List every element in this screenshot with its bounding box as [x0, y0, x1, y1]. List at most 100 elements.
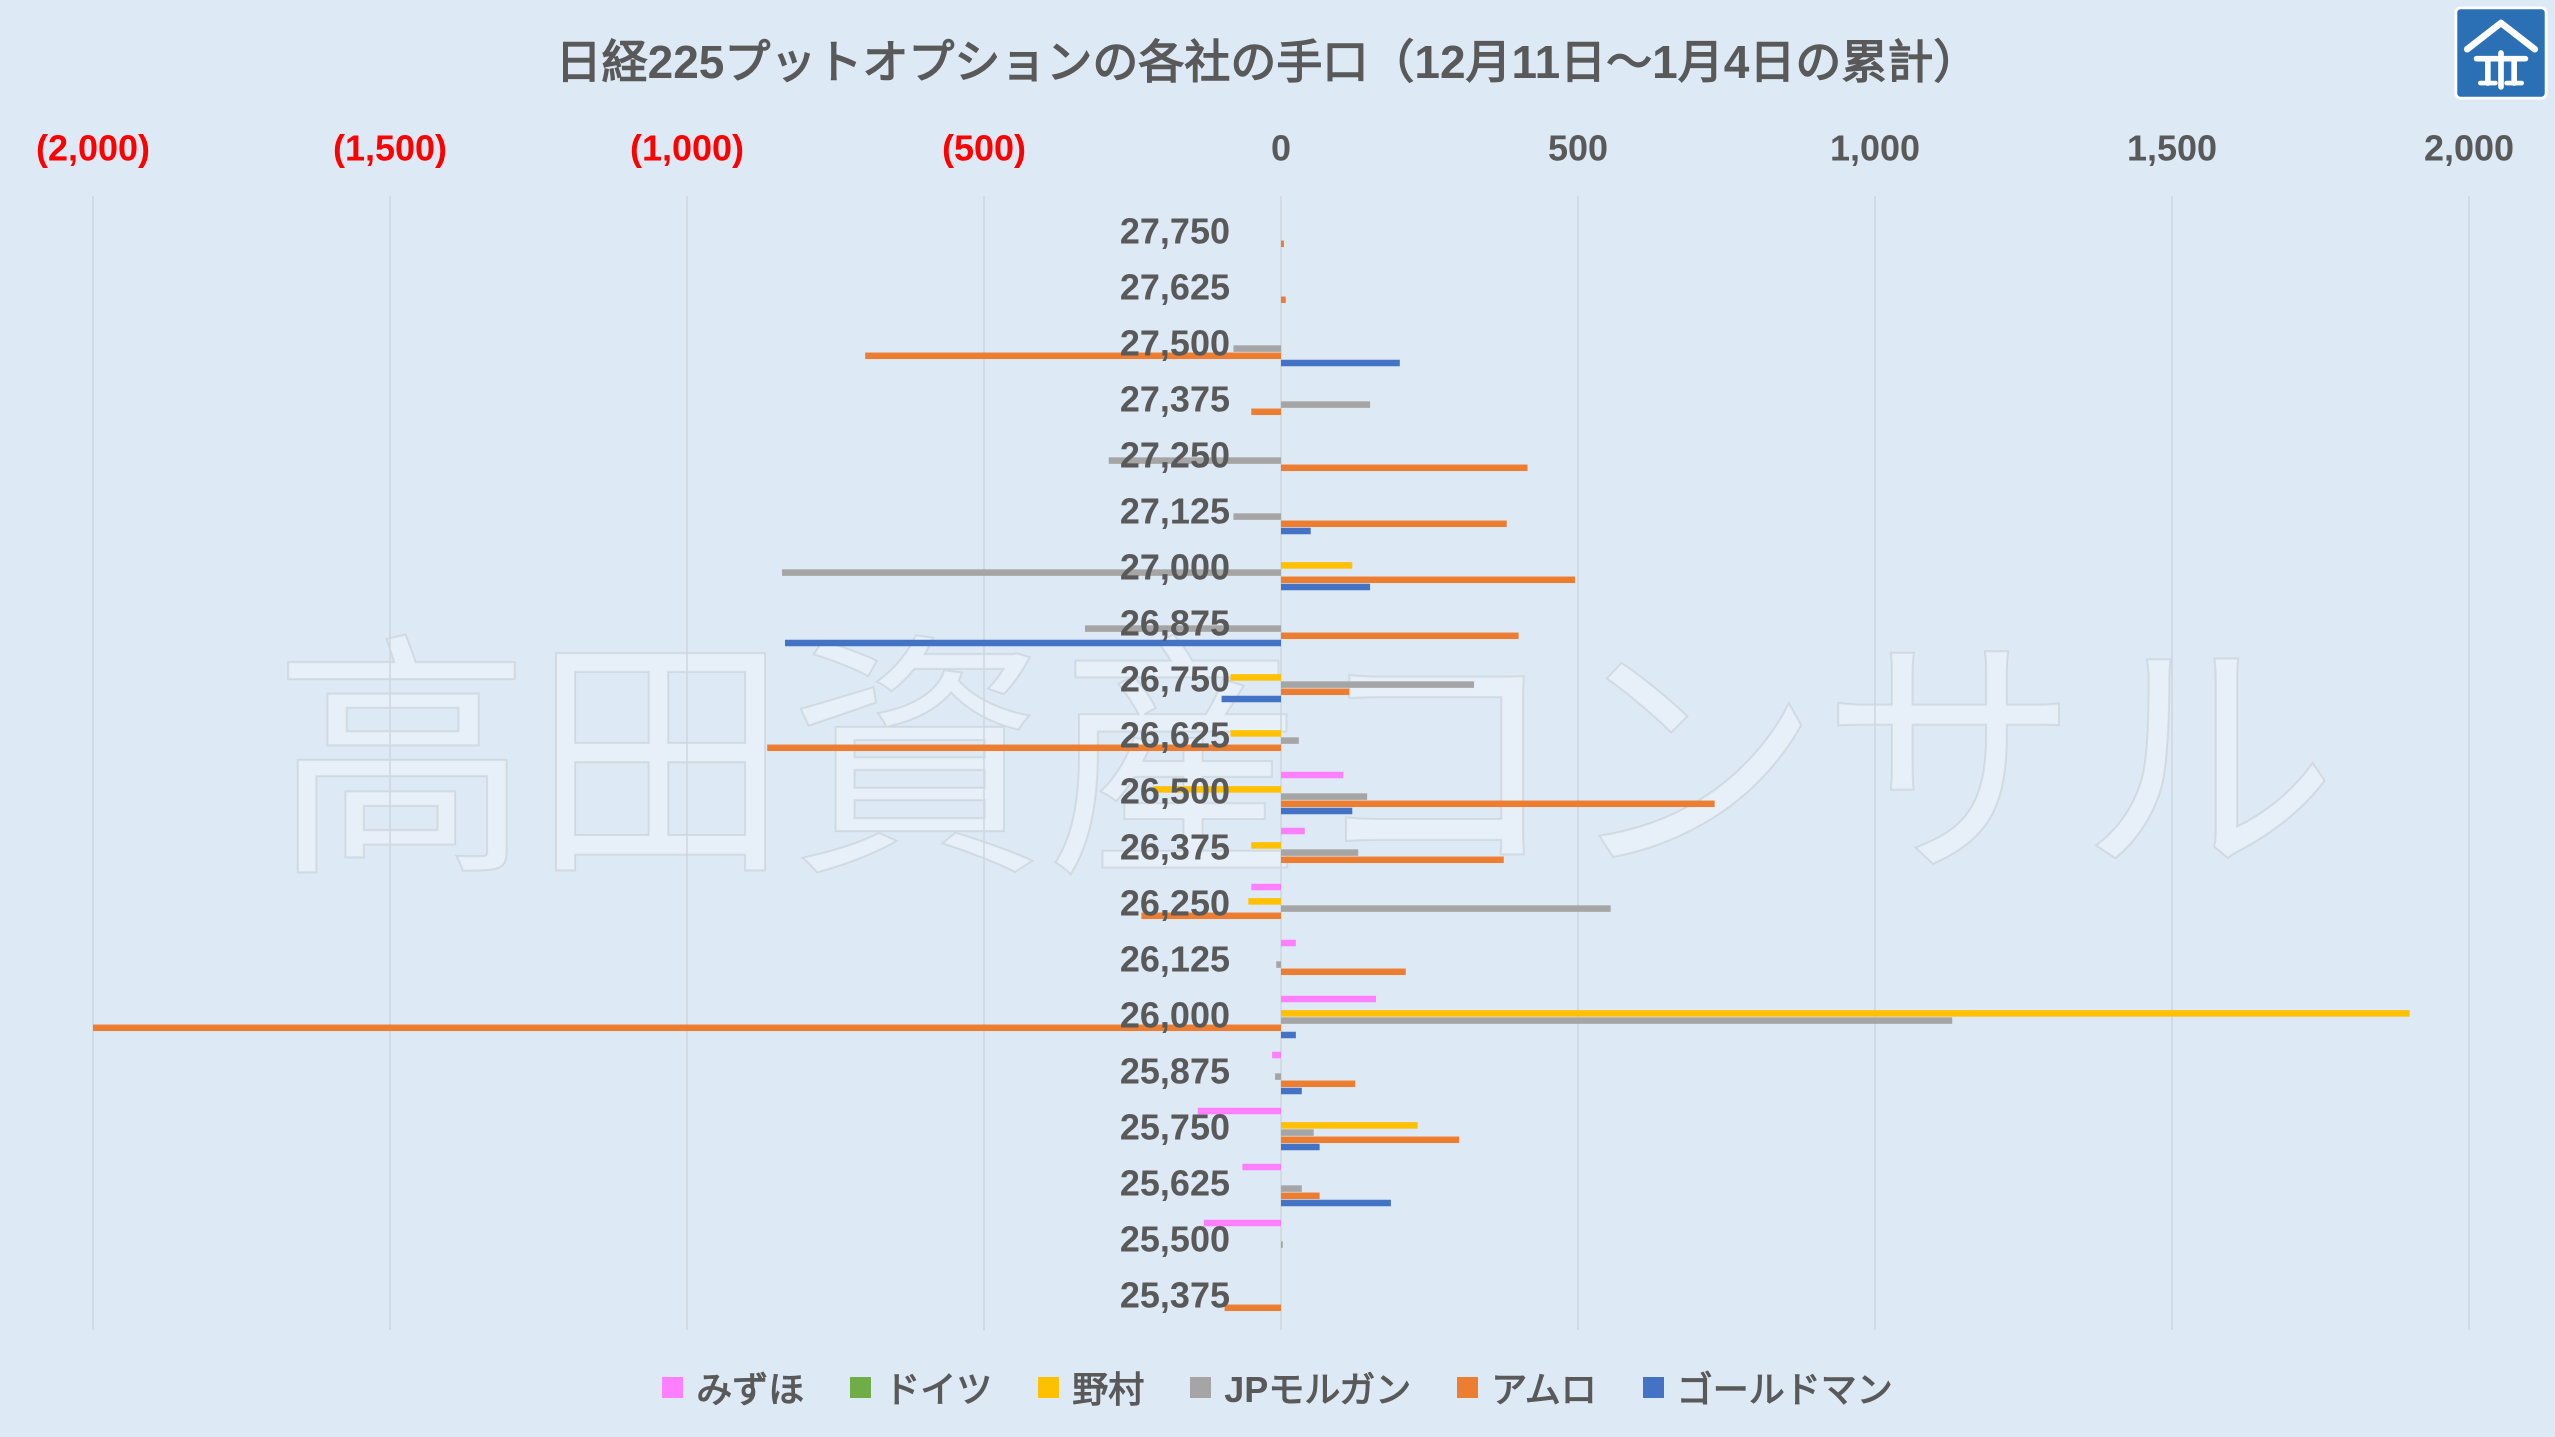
- bar-jpmorgan-26875: [1084, 625, 1281, 632]
- x-tick-label-1: (1,500): [333, 128, 447, 169]
- bar-amuro-27625: [1281, 296, 1286, 304]
- category-label-25625: 25,625: [1120, 1163, 1230, 1204]
- category-label-26000: 26,000: [1120, 995, 1230, 1036]
- bar-goldman-26000: [1281, 1031, 1296, 1039]
- category-label-26750: 26,750: [1120, 659, 1230, 700]
- bars: [93, 240, 2410, 1312]
- bar-goldman-27125: [1281, 527, 1311, 535]
- x-tick-label-5: 500: [1548, 128, 1608, 169]
- bar-mizuho-25750: [1197, 1107, 1281, 1115]
- category-label-27000: 27,000: [1120, 547, 1230, 588]
- bar-mizuho-26000: [1281, 995, 1377, 1003]
- legend-label-amuro: アムロ: [1491, 1369, 1597, 1410]
- bar-mizuho-25875: [1272, 1051, 1281, 1059]
- bar-amuro-25375: [1224, 1304, 1281, 1312]
- bar-goldman-26750: [1221, 695, 1281, 703]
- x-tick-label-7: 1,500: [2127, 128, 2217, 169]
- category-label-26125: 26,125: [1120, 939, 1230, 980]
- bar-amuro-26750: [1281, 688, 1350, 696]
- category-label-25375: 25,375: [1120, 1275, 1230, 1316]
- bar-jpmorgan-26250: [1281, 905, 1611, 912]
- bar-amuro-26250: [1141, 912, 1281, 920]
- legend-swatch-goldman: [1642, 1376, 1664, 1398]
- legend-swatch-nomura: [1038, 1376, 1060, 1398]
- bar-jpmorgan-26125: [1276, 961, 1281, 968]
- category-label-25500: 25,500: [1120, 1219, 1230, 1260]
- bar-amuro-27125: [1281, 520, 1507, 528]
- legend-item-goldman: ゴールドマン: [1642, 1361, 1893, 1413]
- legend-swatch-jpmorgan: [1190, 1376, 1212, 1398]
- x-tick-label-0: (2,000): [36, 128, 150, 169]
- gridlines: [92, 196, 2470, 1330]
- bar-jpmorgan-25750: [1281, 1129, 1314, 1136]
- bar-mizuho-26375: [1281, 827, 1305, 835]
- category-label-27625: 27,625: [1120, 267, 1230, 308]
- bar-jpmorgan-27500: [1233, 345, 1281, 352]
- category-label-27500: 27,500: [1120, 323, 1230, 364]
- legend-label-mizuho: みずほ: [696, 1369, 805, 1410]
- bar-goldman-25875: [1281, 1087, 1302, 1095]
- legend-swatch-mizuho: [662, 1376, 684, 1398]
- bar-mizuho-25500: [1203, 1219, 1281, 1227]
- bar-jpmorgan-26000: [1281, 1017, 1953, 1024]
- bar-jpmorgan-26750: [1281, 681, 1475, 688]
- bar-amuro-27000: [1281, 576, 1576, 584]
- bar-mizuho-25625: [1242, 1163, 1281, 1171]
- bar-amuro-26875: [1281, 632, 1519, 640]
- category-label-27125: 27,125: [1120, 491, 1230, 532]
- category-label-26625: 26,625: [1120, 715, 1230, 756]
- x-tick-label-3: (500): [942, 128, 1026, 169]
- bar-amuro-27750: [1281, 240, 1284, 248]
- bar-jpmorgan-26375: [1281, 849, 1359, 856]
- x-tick-label-8: 2,000: [2424, 128, 2514, 169]
- x-tick-label-6: 1,000: [1830, 128, 1920, 169]
- bar-amuro-26500: [1281, 800, 1715, 808]
- category-label-26875: 26,875: [1120, 603, 1230, 644]
- legend-item-jpmorgan: JPモルガン: [1190, 1361, 1411, 1413]
- bar-amuro-27375: [1251, 408, 1281, 416]
- category-axis-labels: 27,750 27,625 27,500 27,375 27,250 27,125 27,0…: [1120, 211, 1230, 1316]
- bar-jpmorgan-25500: [1281, 1241, 1283, 1248]
- bar-goldman-25750: [1281, 1143, 1320, 1151]
- bar-amuro-25750: [1281, 1136, 1460, 1144]
- bar-nomura-26000: [1281, 1010, 2410, 1017]
- bar-amuro-26000: [93, 1024, 1281, 1032]
- category-label-27375: 27,375: [1120, 379, 1230, 420]
- category-label-26250: 26,250: [1120, 883, 1230, 924]
- legend-item-nomura: 野村: [1038, 1361, 1144, 1413]
- bar-jpmorgan-27375: [1281, 401, 1371, 408]
- legend: みずほ ドイツ 野村 JPモルガン アムロ ゴールドマン: [0, 1365, 2555, 1410]
- bar-nomura-26750: [1230, 674, 1281, 681]
- bar-amuro-25875: [1281, 1080, 1356, 1088]
- bar-jpmorgan-25625: [1281, 1185, 1302, 1192]
- bar-jpmorgan-26500: [1281, 793, 1368, 800]
- bar-nomura-26500: [1153, 786, 1281, 793]
- bar-nomura-27000: [1281, 562, 1353, 569]
- bar-mizuho-26250: [1251, 883, 1281, 891]
- bar-goldman-26500: [1281, 807, 1353, 815]
- house-emblem-logo-icon: [2454, 6, 2548, 100]
- bar-nomura-25750: [1281, 1122, 1418, 1129]
- x-axis-tick-labels: (2,000) (1,500) (1,000) (500) 0 500 1,000 1,500…: [36, 128, 2514, 169]
- category-label-27750: 27,750: [1120, 211, 1230, 252]
- bar-goldman-27500: [1281, 359, 1400, 367]
- bar-goldman-25625: [1281, 1199, 1391, 1207]
- bar-amuro-27500: [865, 352, 1281, 360]
- bar-mizuho-26500: [1281, 771, 1344, 779]
- bar-amuro-26625: [767, 744, 1281, 752]
- bar-jpmorgan-25875: [1275, 1073, 1281, 1080]
- legend-label-goldman: ゴールドマン: [1676, 1369, 1893, 1410]
- legend-label-jpmorgan: JPモルガン: [1224, 1369, 1412, 1410]
- bar-goldman-26875: [785, 639, 1281, 647]
- legend-item-mizuho: みずほ: [662, 1361, 804, 1413]
- bar-nomura-26375: [1251, 842, 1281, 849]
- bar-jpmorgan-27000: [782, 569, 1281, 576]
- x-tick-label-2: (1,000): [630, 128, 744, 169]
- bar-amuro-26375: [1281, 856, 1504, 864]
- bar-goldman-27000: [1281, 583, 1371, 591]
- legend-item-amuro: アムロ: [1457, 1361, 1597, 1413]
- category-label-25750: 25,750: [1120, 1107, 1230, 1148]
- category-label-26375: 26,375: [1120, 827, 1230, 868]
- bar-mizuho-26125: [1281, 939, 1296, 947]
